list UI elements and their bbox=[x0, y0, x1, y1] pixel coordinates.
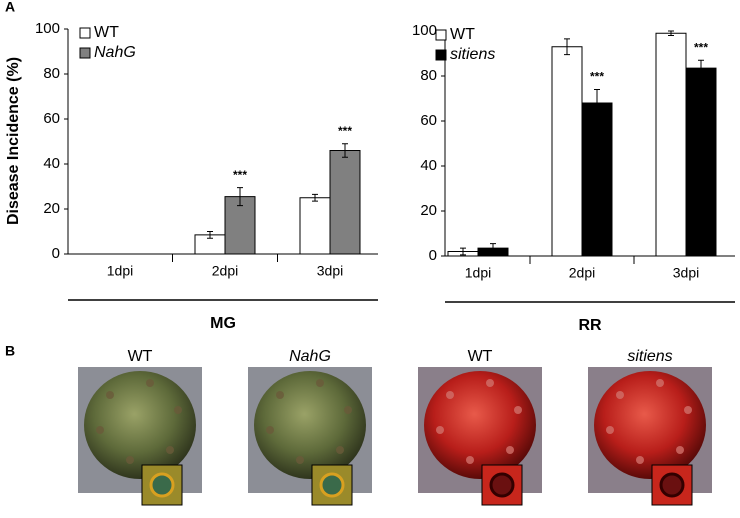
fruit bbox=[254, 371, 366, 479]
legend-swatch bbox=[79, 27, 91, 39]
photo-label: NahG bbox=[289, 348, 331, 365]
y-tick-label: 20 bbox=[420, 202, 437, 219]
lesion bbox=[336, 446, 344, 454]
panel-label: B bbox=[5, 343, 15, 359]
lesion bbox=[446, 391, 454, 399]
lesion bbox=[486, 379, 494, 387]
panel-label: A bbox=[5, 0, 15, 15]
lesion bbox=[684, 406, 692, 414]
fruit bbox=[424, 371, 536, 479]
lesion bbox=[296, 456, 304, 464]
bar bbox=[551, 46, 583, 257]
lesion bbox=[316, 379, 324, 387]
lesion bbox=[636, 456, 644, 464]
lesion bbox=[606, 426, 614, 434]
y-tick-label: 40 bbox=[420, 157, 437, 174]
error-bar bbox=[460, 247, 466, 256]
y-tick-label: 80 bbox=[420, 67, 437, 84]
x-tick-label: 2dpi bbox=[569, 265, 595, 281]
y-tick-label: 100 bbox=[412, 22, 437, 39]
inset-lesion bbox=[659, 472, 685, 498]
lesion bbox=[166, 446, 174, 454]
legend-swatch bbox=[435, 29, 447, 41]
bar bbox=[224, 196, 256, 255]
y-tick-label: 0 bbox=[52, 245, 60, 262]
inset bbox=[481, 464, 523, 506]
lesion bbox=[146, 379, 154, 387]
legend-swatch bbox=[79, 47, 91, 59]
annotation: *** bbox=[233, 168, 247, 182]
legend-swatch bbox=[435, 49, 447, 61]
lesion bbox=[126, 456, 134, 464]
legend-label: sitiens bbox=[450, 46, 495, 63]
error-bar bbox=[207, 231, 213, 239]
bar bbox=[329, 150, 361, 255]
annotation: *** bbox=[338, 124, 352, 138]
photo-label: WT bbox=[128, 348, 153, 365]
photos: WT NahG WT sitiens bbox=[78, 348, 712, 506]
y-axis-label: Disease Incidence (%) bbox=[5, 57, 22, 225]
group-label: RR bbox=[578, 317, 602, 334]
y-tick-label: 60 bbox=[43, 110, 60, 127]
error-bar bbox=[342, 143, 348, 158]
inset-lesion bbox=[149, 472, 175, 498]
error-bar bbox=[668, 30, 674, 36]
x-tick-label: 1dpi bbox=[107, 263, 133, 279]
y-tick-label: 0 bbox=[429, 247, 437, 264]
photo-label: sitiens bbox=[627, 348, 672, 365]
annotation: *** bbox=[590, 70, 604, 84]
y-tick-label: 60 bbox=[420, 112, 437, 129]
lesion bbox=[514, 406, 522, 414]
error-bar bbox=[594, 89, 600, 117]
error-bar bbox=[312, 193, 318, 202]
error-bar bbox=[698, 59, 704, 77]
error-bar bbox=[564, 38, 570, 56]
lesion bbox=[676, 446, 684, 454]
inset-lesion bbox=[319, 472, 345, 498]
legend-label: NahG bbox=[94, 44, 136, 61]
lesion bbox=[656, 379, 664, 387]
y-tick-label: 100 bbox=[35, 20, 60, 37]
lesion bbox=[506, 446, 514, 454]
bar bbox=[685, 67, 717, 257]
group-label: MG bbox=[210, 315, 236, 332]
x-tick-label: 2dpi bbox=[212, 263, 238, 279]
lesion bbox=[616, 391, 624, 399]
error-bar bbox=[237, 187, 243, 207]
lesion bbox=[266, 426, 274, 434]
y-tick-label: 80 bbox=[43, 65, 60, 82]
lesion bbox=[96, 426, 104, 434]
inset-lesion bbox=[489, 472, 515, 498]
lesion bbox=[276, 391, 284, 399]
fruit bbox=[84, 371, 196, 479]
lesion bbox=[466, 456, 474, 464]
lesion bbox=[106, 391, 114, 399]
y-tick-label: 40 bbox=[43, 155, 60, 172]
error-bar bbox=[490, 243, 496, 254]
lesion bbox=[174, 406, 182, 414]
photo-label: WT bbox=[468, 348, 493, 365]
bar bbox=[299, 197, 331, 255]
x-tick-label: 1dpi bbox=[465, 265, 491, 281]
fruit bbox=[594, 371, 706, 479]
bar bbox=[655, 32, 687, 257]
annotation: *** bbox=[694, 40, 708, 54]
y-tick-label: 20 bbox=[43, 200, 60, 217]
legend-label: WT bbox=[94, 24, 119, 41]
x-tick-label: 3dpi bbox=[673, 265, 699, 281]
lesion bbox=[344, 406, 352, 414]
lesion bbox=[436, 426, 444, 434]
x-tick-label: 3dpi bbox=[317, 263, 343, 279]
bar bbox=[581, 102, 613, 257]
legend-label: WT bbox=[450, 26, 475, 43]
